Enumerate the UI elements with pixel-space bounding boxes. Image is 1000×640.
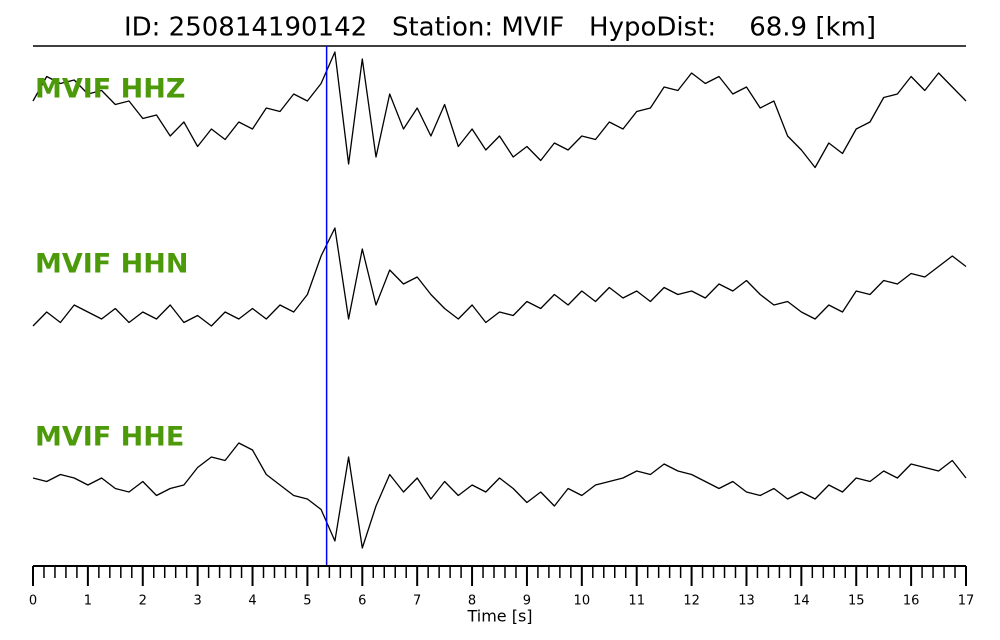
x-tick-label: 14 [793, 594, 810, 609]
x-tick-label: 9 [523, 594, 531, 609]
x-tick-label: 17 [958, 594, 975, 609]
trace-label: MVIF HHE [35, 422, 184, 453]
x-tick-label: 8 [468, 594, 476, 609]
x-tick-label: 12 [683, 594, 700, 609]
trace [32, 227, 967, 327]
x-tick-label: 13 [738, 594, 755, 609]
x-tick-label: 1 [84, 594, 92, 609]
x-tick-label: 2 [139, 594, 147, 609]
x-tick-label: 15 [848, 594, 865, 609]
x-axis-label: Time [s] [466, 607, 532, 626]
x-tick-label: 0 [29, 594, 37, 609]
x-tick-label: 6 [358, 594, 366, 609]
x-tick-label: 11 [628, 594, 645, 609]
x-tick-label: 3 [194, 594, 202, 609]
trace [32, 442, 967, 549]
x-tick-label: 10 [574, 594, 591, 609]
trace [32, 51, 967, 169]
x-tick-label: 16 [903, 594, 920, 609]
chart-title: ID: 250814190142 Station: MVIF HypoDist:… [124, 13, 876, 43]
x-tick-label: 4 [248, 594, 256, 609]
x-tick-label: 7 [413, 594, 421, 609]
trace-label: MVIF HHZ [35, 74, 185, 105]
x-tick-label: 5 [303, 594, 311, 609]
trace-label: MVIF HHN [35, 249, 188, 280]
